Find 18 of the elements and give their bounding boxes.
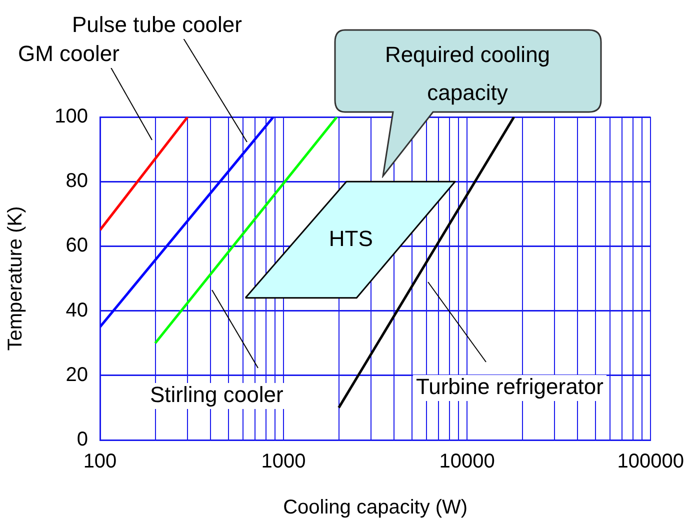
text: Required cooling capacity [384, 41, 552, 107]
y-tick-label: 60 [66, 234, 88, 257]
x-axis-title: Cooling capacity (W) [283, 496, 468, 519]
y-tick-label: 80 [66, 170, 88, 192]
y-axis-title: Temperature (K) [4, 206, 27, 351]
y-tick-label: 20 [66, 364, 88, 386]
x-tick-label: 100 [83, 450, 117, 473]
text: GM cooler [18, 41, 120, 66]
series-label: Stirling cooler [150, 382, 284, 408]
x-tick-label: 10000 [439, 450, 495, 473]
series-label: HTS [328, 226, 373, 251]
text: Pulse tube cooler [72, 12, 242, 38]
text: Turbine refrigerator [416, 374, 604, 400]
y-tick-label: 100 [54, 106, 88, 128]
x-tick-label: 1000 [261, 450, 306, 473]
y-tick-label: 40 [66, 299, 88, 322]
x-tick-label: 100000 [617, 450, 684, 473]
y-tick-label: 0 [76, 428, 88, 451]
